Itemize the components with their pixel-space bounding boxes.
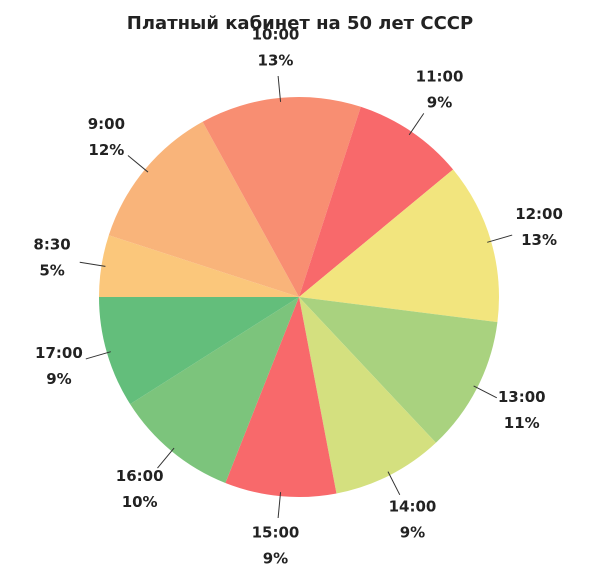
slice-category: 16:00 [116,467,164,485]
slice-category: 8:30 [33,235,70,253]
leader-line [157,447,175,469]
slice-value-label: 9% [400,523,425,541]
slice-category: 11:00 [416,68,464,86]
pie-slice [225,297,337,498]
leader-line [85,351,111,360]
chart-title: Платный кабинет на 50 лет СССР [127,13,473,34]
pie-slice [130,297,299,483]
leader-line [127,155,149,173]
slice-category: 10:00 [252,26,300,44]
slice-value-label: 12% [88,141,124,159]
pie-slice [99,297,299,405]
leader-line [387,471,401,496]
pie-slice [299,297,498,443]
leader-line [277,75,282,102]
leader-line [277,492,282,519]
pie-slice [299,106,454,297]
slice-value-label: 13% [258,52,294,70]
slice-value-label: 13% [521,231,557,249]
slice-value-label: 9% [427,94,452,112]
slice-value-label: 10% [122,493,158,511]
slice-category: 13:00 [498,388,546,406]
slice-category: 17:00 [35,344,83,362]
slice-category: 9:00 [88,115,125,133]
leader-line [487,234,513,243]
pie-slice [99,235,299,297]
slice-category: 14:00 [389,497,437,515]
slice-category: 15:00 [252,523,300,541]
pie-slice [299,297,436,494]
pie-slice [108,121,299,297]
pie-slice [202,97,361,298]
slice-value-label: 5% [39,261,64,279]
slice-category: 12:00 [515,205,563,223]
leader-line [79,261,106,267]
slice-value-label: 9% [263,549,288,567]
slice-value-label: 11% [504,414,540,432]
pie-slice [299,169,499,323]
slice-value-label: 9% [46,370,71,388]
leader-line [408,113,425,136]
leader-line [473,385,498,399]
